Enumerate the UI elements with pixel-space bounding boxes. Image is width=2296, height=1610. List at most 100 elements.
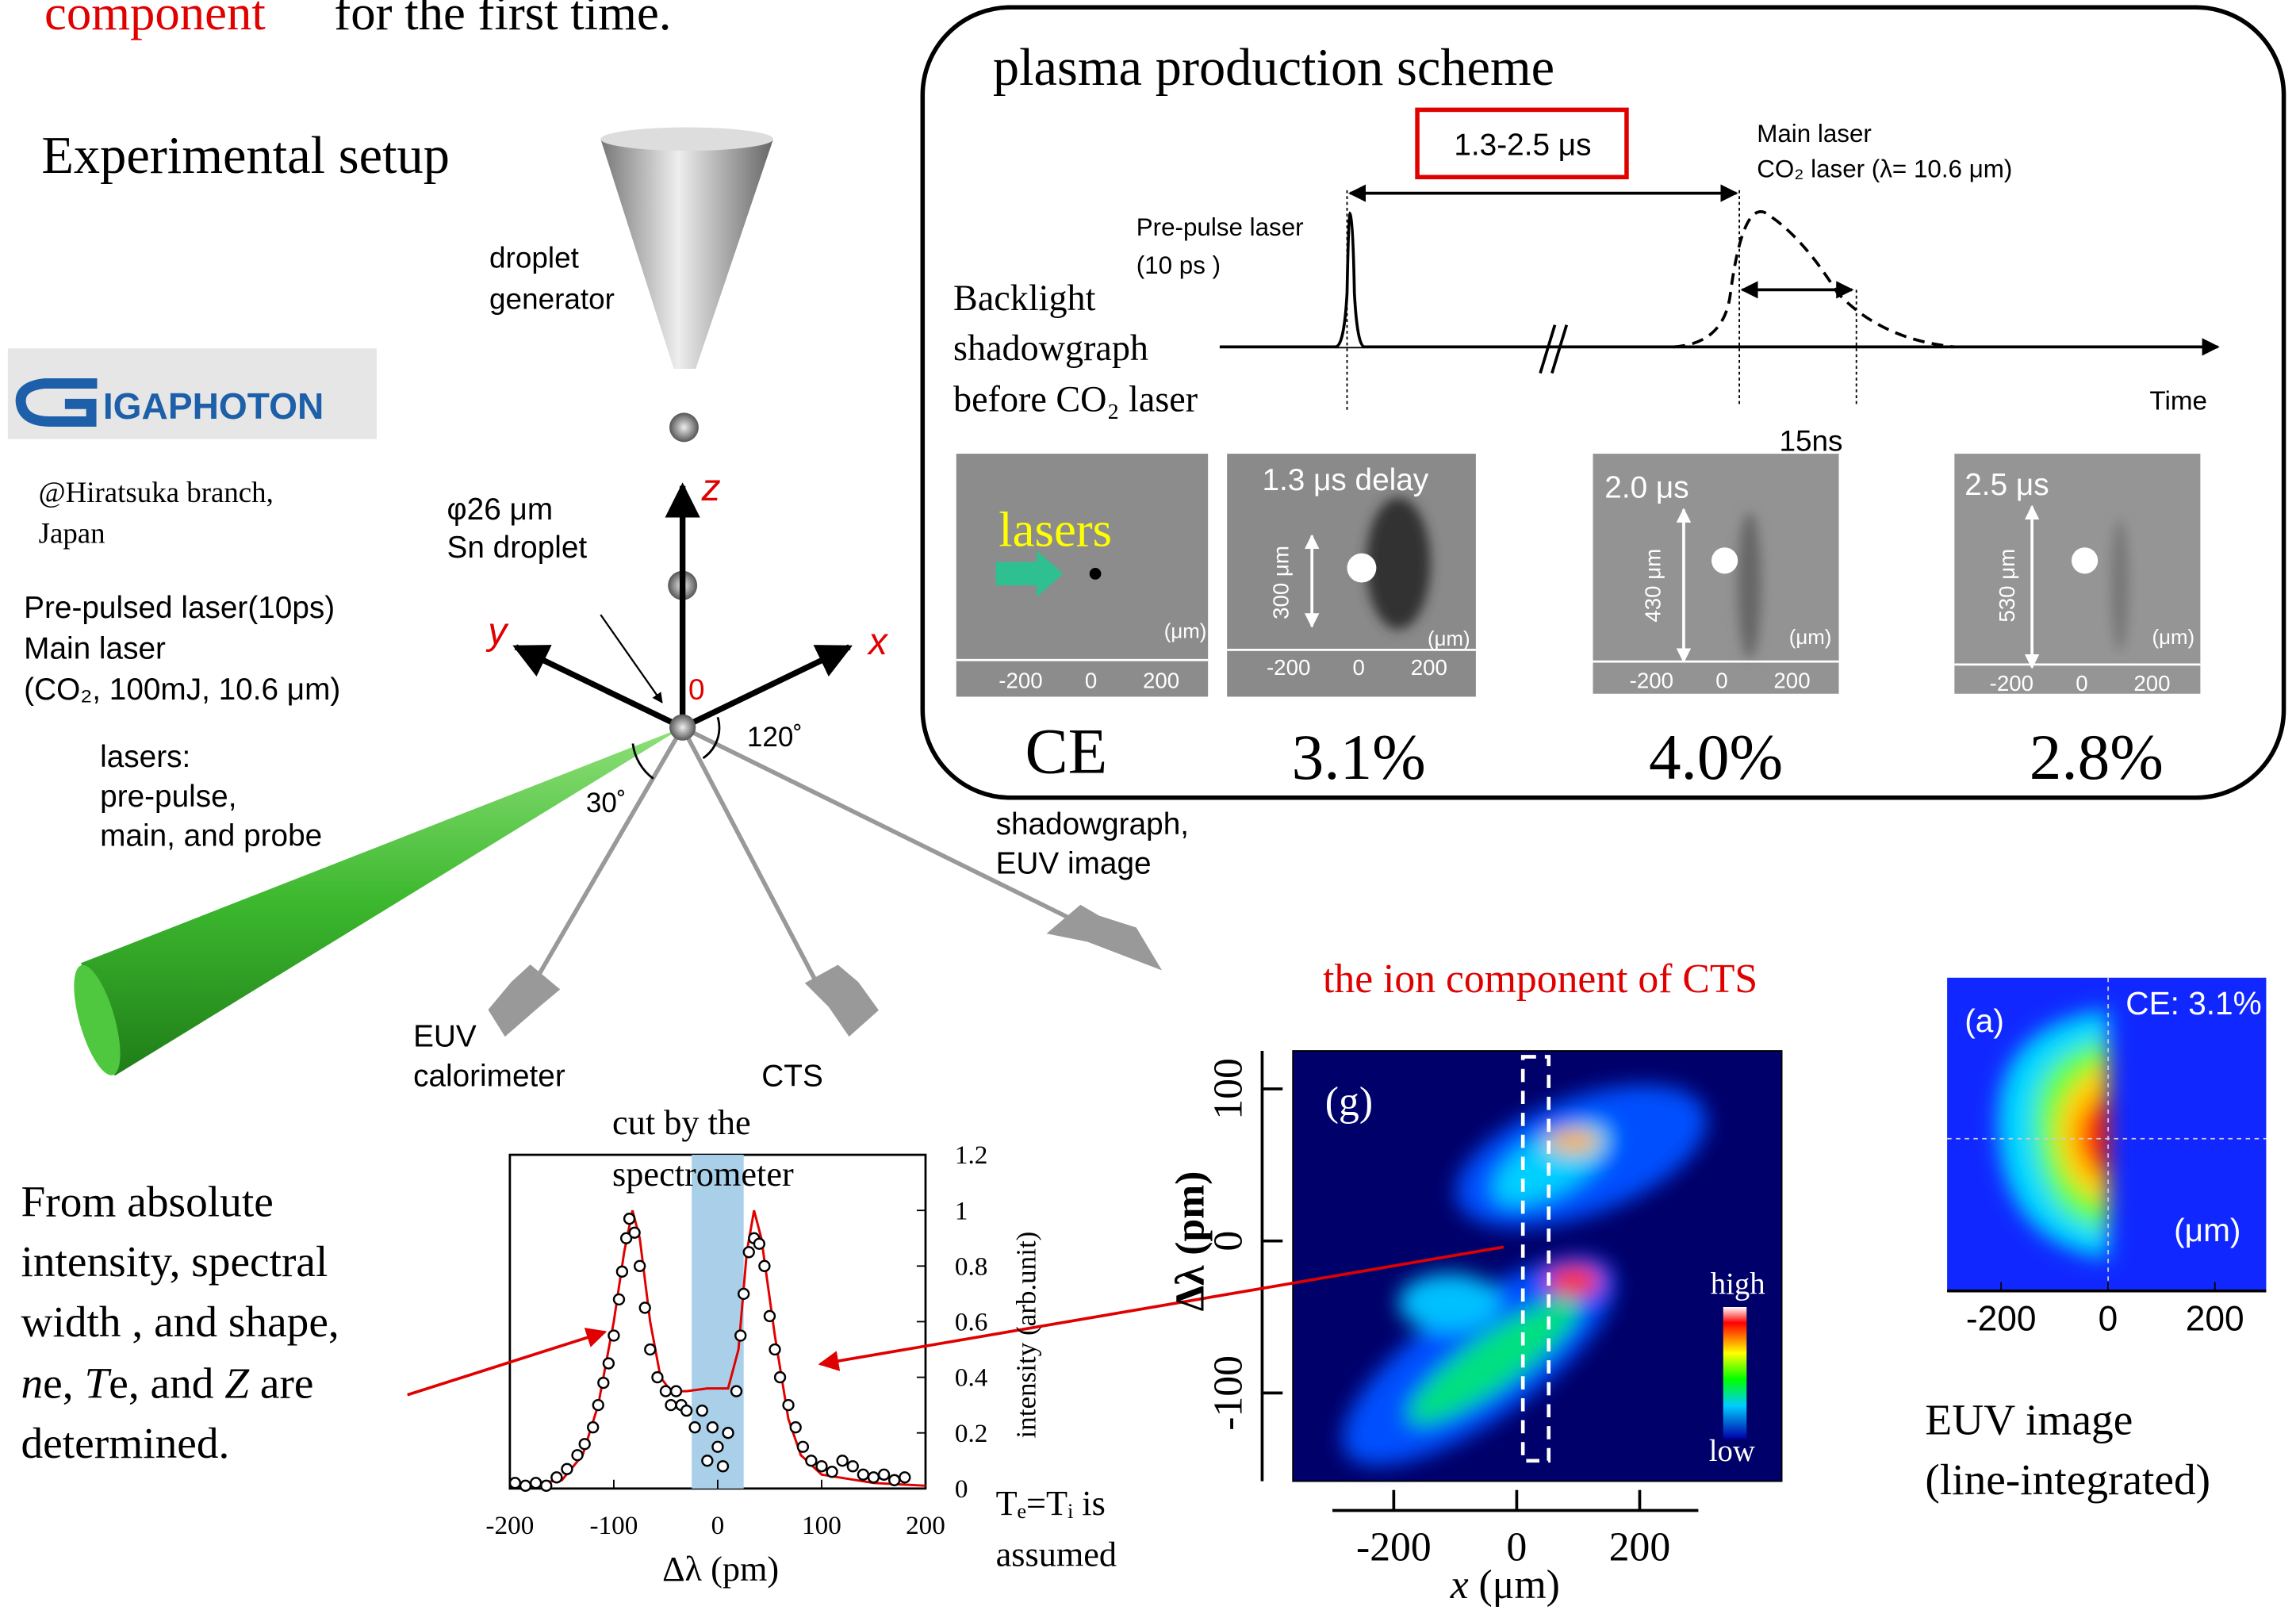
- data-point: [634, 1261, 645, 1271]
- data-point: [791, 1422, 801, 1432]
- label: lasers:: [100, 740, 190, 774]
- y-tick-label: 0.8: [955, 1252, 988, 1281]
- label: Time: [2149, 387, 2207, 416]
- polygon-shape: [808, 968, 876, 1033]
- description-piece: are: [249, 1359, 313, 1407]
- x-axis-label: Δλ (pm): [662, 1550, 779, 1589]
- section-title: plasma production scheme: [993, 39, 1554, 97]
- data-point: [573, 1450, 583, 1460]
- circle-shape: [669, 412, 699, 442]
- angle-label: 120˚: [747, 722, 803, 753]
- data-point: [661, 1386, 671, 1397]
- data-point: [735, 1331, 746, 1341]
- tick-label: -200: [1267, 655, 1310, 680]
- ce-label: CE: [1025, 715, 1107, 787]
- ce-value: 4.0%: [1649, 722, 1783, 793]
- data-point: [681, 1405, 692, 1416]
- x-tick-label: 200: [2186, 1300, 2244, 1339]
- y-tick-label: -100: [1206, 1355, 1251, 1431]
- description-piece: e,: [43, 1359, 84, 1407]
- data-point: [731, 1386, 742, 1397]
- data-point: [588, 1422, 598, 1432]
- circle-shape: [669, 715, 696, 741]
- data-point: [858, 1470, 868, 1480]
- label: cut by the: [612, 1103, 751, 1142]
- data-point: [723, 1428, 734, 1438]
- label: generator: [489, 282, 615, 315]
- label: From absolute: [21, 1178, 274, 1226]
- data-point: [520, 1481, 531, 1491]
- x-tick-label: 0: [711, 1511, 725, 1540]
- data-point: [707, 1422, 718, 1432]
- label: φ26 μm: [447, 493, 554, 527]
- x-tick-label: -200: [1356, 1524, 1432, 1570]
- data-point: [666, 1400, 677, 1410]
- label: shadowgraph,: [996, 807, 1189, 841]
- tick-label: 200: [2133, 671, 2170, 696]
- tick-label: -200: [1990, 671, 2033, 696]
- ellipse-shape: [2072, 547, 2098, 573]
- data-point: [652, 1372, 662, 1382]
- label: shadowgraph: [953, 328, 1148, 368]
- label: Japan: [39, 517, 105, 550]
- description-piece: e, and: [109, 1359, 224, 1407]
- panel-label: lasers: [999, 501, 1112, 557]
- label: determined.: [21, 1419, 230, 1467]
- label: assumed: [996, 1535, 1117, 1574]
- axis-label: x: [867, 621, 889, 663]
- data-point: [510, 1478, 520, 1488]
- data-point: [838, 1455, 848, 1466]
- tick-label: 200: [1773, 668, 1810, 692]
- label: CTS: [761, 1059, 822, 1093]
- data-point: [614, 1294, 624, 1305]
- x-tick-label: -100: [589, 1511, 638, 1540]
- data-point: [806, 1455, 816, 1466]
- data-point: [889, 1475, 899, 1485]
- x-axis-label: x (μm): [1450, 1562, 1560, 1608]
- axis-label: 0: [688, 673, 705, 706]
- y-tick-label: 0.6: [955, 1308, 988, 1337]
- line-shape: [683, 727, 820, 989]
- x-tick-label: -200: [1966, 1300, 2037, 1339]
- y-tick-label: 100: [1206, 1058, 1251, 1119]
- g-shape: [516, 486, 849, 728]
- scale-label: 530 μm: [1995, 549, 2019, 623]
- label: (10 ps ): [1137, 251, 1221, 279]
- ellipse-shape: [1711, 547, 1738, 573]
- header-highlight: component: [44, 0, 266, 40]
- section-title: Experimental setup: [41, 127, 450, 185]
- g-shape: [1540, 325, 1566, 374]
- panel-label: 2.0 μs: [1604, 470, 1688, 504]
- label: Main laser: [1757, 120, 1872, 148]
- label: droplet: [489, 242, 579, 274]
- description-line: ne, Te, and Z are: [21, 1359, 314, 1407]
- panel-label: 2.5 μs: [1964, 468, 2049, 502]
- path-shape: [1673, 212, 1954, 347]
- description-piece: T: [84, 1359, 112, 1407]
- data-point: [784, 1400, 794, 1410]
- tick-label: 0: [1715, 668, 1727, 692]
- label: Backlight: [953, 278, 1096, 318]
- label: Pre-pulse laser: [1137, 213, 1304, 241]
- ellipse-shape: [1366, 497, 1430, 629]
- ellipse-shape: [1738, 512, 1761, 659]
- label: main, and probe: [100, 819, 322, 853]
- description-piece: n: [21, 1359, 44, 1407]
- data-point: [702, 1455, 712, 1466]
- cut-band: [692, 1155, 744, 1489]
- data-point: [541, 1481, 551, 1491]
- tick-label: 0: [1085, 668, 1097, 692]
- description-piece: Z: [224, 1359, 250, 1407]
- panel-label: (a): [1964, 1002, 2004, 1039]
- unit-label: (μm): [2174, 1212, 2240, 1248]
- label: EUV image: [996, 847, 1152, 881]
- path-shape: [1336, 213, 1365, 347]
- data-point: [744, 1247, 754, 1257]
- data-point: [608, 1331, 619, 1341]
- data-point: [775, 1372, 785, 1382]
- ellipse-shape: [1347, 554, 1376, 583]
- axis-label: z: [701, 467, 721, 509]
- data-point: [630, 1228, 640, 1238]
- data-point: [770, 1344, 780, 1355]
- label: Sn droplet: [447, 531, 588, 565]
